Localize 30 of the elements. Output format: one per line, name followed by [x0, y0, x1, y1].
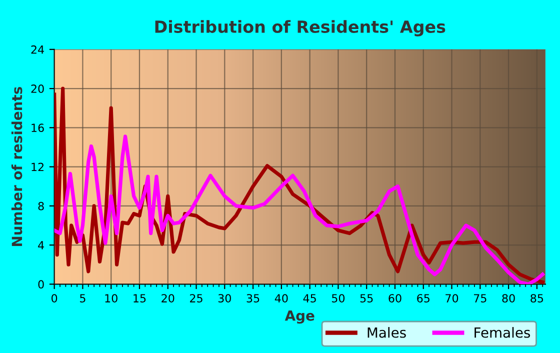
x-tick-label: 25	[190, 294, 202, 302]
y-axis-title: Number of residents	[11, 87, 22, 246]
x-tick-label: 55	[360, 294, 373, 302]
x-tick-label: 35	[246, 294, 260, 302]
x-tick-label: 80	[502, 294, 515, 302]
chart-title: Distribution of Residents' Ages	[155, 20, 446, 36]
x-axis-title: Age	[284, 310, 314, 324]
x-tick-label: 5	[80, 294, 86, 302]
y-tick-label: 20	[31, 84, 44, 93]
x-tick-label: 70	[446, 294, 458, 302]
y-tick-label: 24	[31, 45, 44, 54]
x-tick-label: 10	[105, 294, 118, 302]
x-tick-label: 50	[332, 294, 345, 302]
y-tick-label: 16	[32, 124, 44, 132]
y-tick-label: 4	[38, 241, 44, 250]
x-tick-label: 40	[274, 294, 288, 302]
x-tick-label: 30	[218, 294, 231, 302]
x-tick-label: 60	[388, 294, 402, 302]
x-tick-label: 0	[52, 294, 58, 302]
y-tick-label: 12	[32, 162, 44, 172]
legend-label: Females	[474, 327, 530, 338]
legend-label: Males	[368, 327, 406, 338]
y-tick-label: 8	[38, 202, 44, 210]
x-tick-label: 15	[134, 294, 146, 302]
x-tick-label: 20	[162, 294, 174, 302]
x-tick-label: 45	[303, 294, 316, 302]
x-tick-label: 75	[474, 294, 486, 302]
y-tick-label: 0	[38, 280, 44, 289]
x-tick-label: 85	[530, 294, 544, 302]
x-tick-label: 65	[417, 294, 430, 302]
